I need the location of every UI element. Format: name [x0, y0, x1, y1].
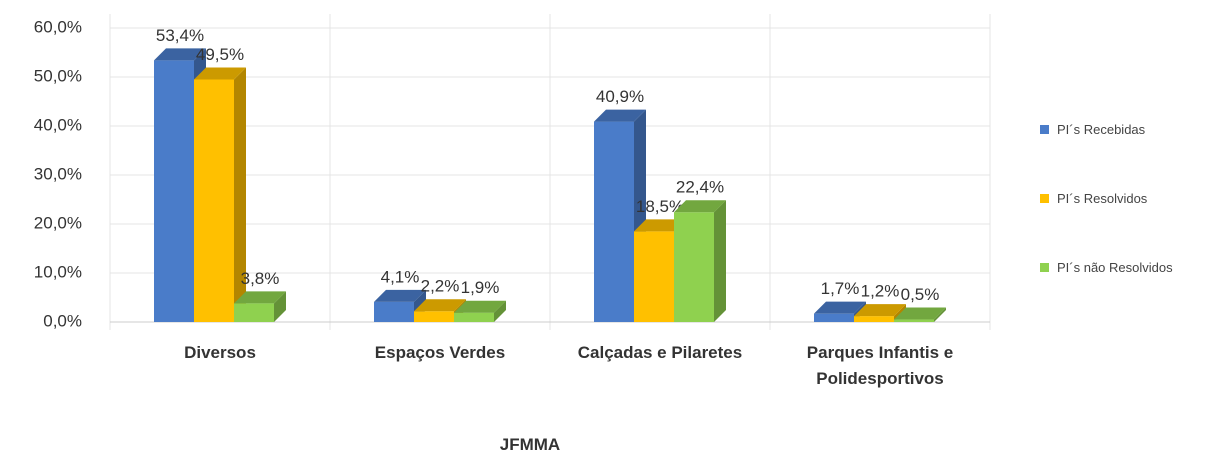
- bar-top: [814, 301, 866, 314]
- bar-top: [234, 291, 286, 304]
- bar-top: [894, 307, 946, 320]
- bar: [234, 303, 274, 322]
- legend-item: PI´s não Resolvidos: [1040, 260, 1173, 275]
- bar-top: [454, 300, 506, 313]
- bar-side: [234, 67, 246, 322]
- y-tick-label: 10,0%: [34, 262, 82, 281]
- bar-top: [854, 304, 906, 317]
- x-axis-label: JFMMA: [499, 435, 561, 454]
- bar: [894, 319, 934, 322]
- data-label: 3,8%: [241, 269, 280, 288]
- bar-top: [634, 219, 686, 232]
- bar-top: [374, 289, 426, 302]
- y-tick-label: 30,0%: [34, 164, 82, 183]
- legend-item: PI´s Recebidas: [1040, 122, 1145, 137]
- bar-side: [494, 300, 506, 322]
- legend-label: PI´s não Resolvidos: [1057, 260, 1173, 275]
- legend-swatch: [1040, 194, 1049, 203]
- bar: [854, 316, 894, 322]
- legend-label: PI´s Recebidas: [1057, 122, 1146, 137]
- bar-top: [674, 200, 726, 213]
- data-label: 49,5%: [196, 45, 244, 64]
- bar: [814, 313, 854, 322]
- data-label: 18,5%: [636, 197, 684, 216]
- y-tick-label: 20,0%: [34, 213, 82, 232]
- bar-side: [274, 291, 286, 322]
- y-tick-label: 60,0%: [34, 17, 82, 36]
- bar: [674, 212, 714, 322]
- legend-label: PI´s Resolvidos: [1057, 191, 1148, 206]
- x-tick-label: Espaços Verdes: [374, 343, 506, 362]
- y-tick-label: 50,0%: [34, 66, 82, 85]
- data-label: 1,9%: [461, 278, 500, 297]
- y-tick-label: 0,0%: [43, 311, 82, 330]
- bar: [374, 301, 414, 322]
- data-label: 0,5%: [901, 285, 940, 304]
- bar: [194, 79, 234, 322]
- bar: [414, 311, 454, 322]
- bar-top: [414, 299, 466, 312]
- bar-top: [154, 48, 206, 61]
- bar-side: [714, 200, 726, 322]
- data-label: 1,2%: [861, 282, 900, 301]
- bar: [154, 60, 194, 323]
- bar: [454, 312, 494, 322]
- bar-top: [194, 67, 246, 80]
- x-tick-label: Parques Infantis e Polidesportivos: [806, 343, 954, 388]
- data-label: 40,9%: [596, 87, 644, 106]
- bar-side: [934, 307, 946, 322]
- x-tick-label: Calçadas e Pilaretes: [577, 343, 743, 362]
- bar-top: [594, 109, 646, 122]
- legend-swatch: [1040, 263, 1049, 272]
- legend-swatch: [1040, 125, 1049, 134]
- y-tick-label: 40,0%: [34, 115, 82, 134]
- data-label: 2,2%: [421, 277, 460, 296]
- bar: [634, 231, 674, 322]
- data-label: 1,7%: [821, 279, 860, 298]
- data-label: 4,1%: [381, 267, 420, 286]
- data-label: 22,4%: [676, 178, 724, 197]
- data-label: 53,4%: [156, 26, 204, 45]
- bar: [594, 121, 634, 322]
- x-tick-label: Diversos: [184, 343, 256, 362]
- legend-item: PI´s Resolvidos: [1040, 191, 1147, 206]
